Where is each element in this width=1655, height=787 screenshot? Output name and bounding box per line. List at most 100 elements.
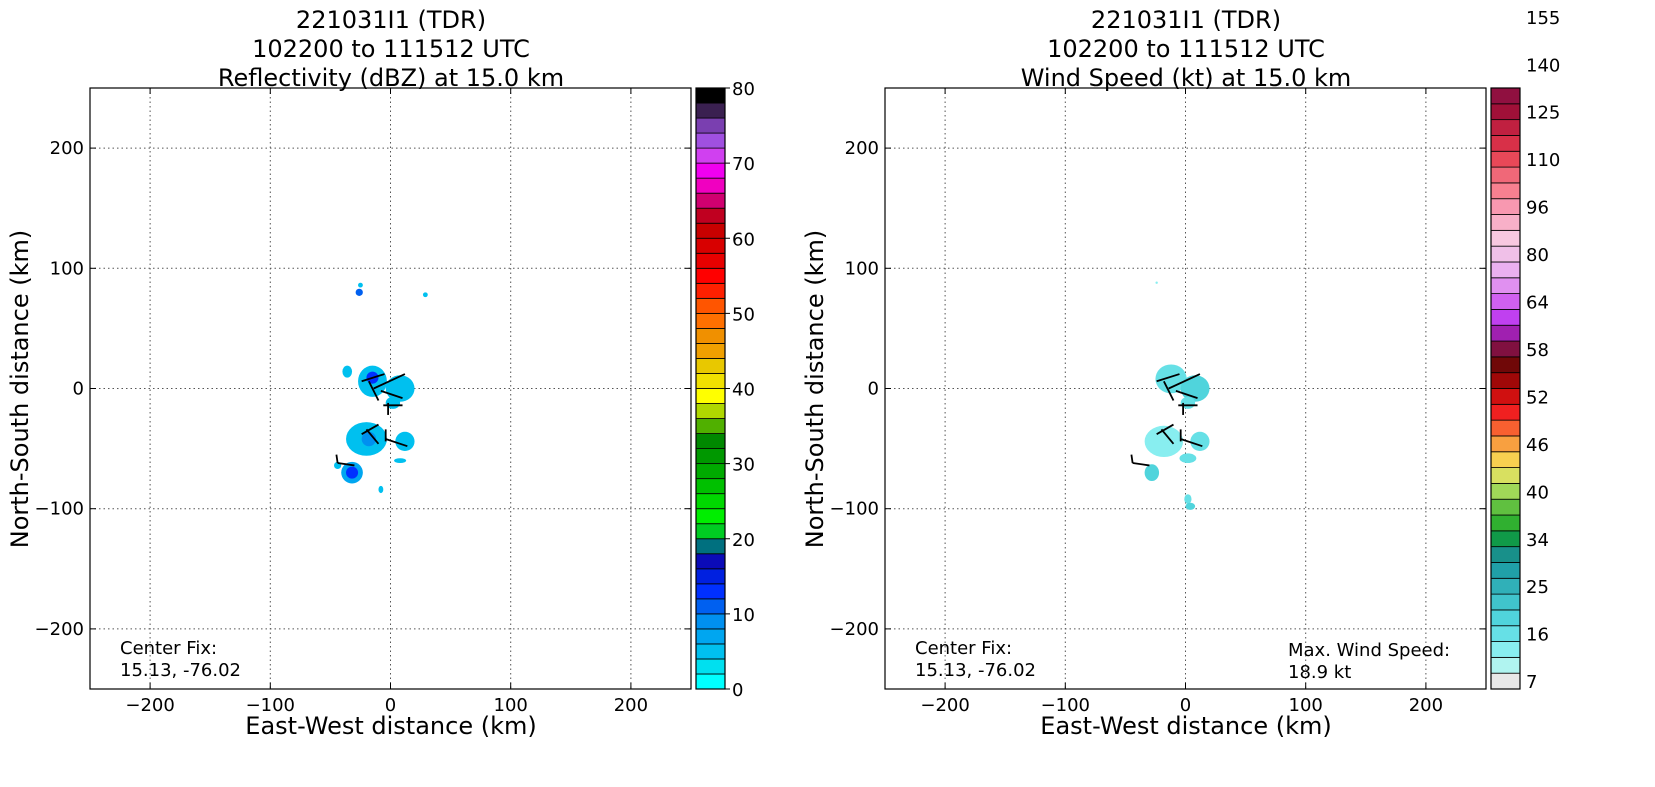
colorbar-bin bbox=[1490, 609, 1521, 627]
echo-cell bbox=[378, 485, 384, 494]
colorbar-bin bbox=[695, 297, 726, 314]
colorbar-bin bbox=[1490, 577, 1521, 595]
wind-barb bbox=[1180, 438, 1203, 448]
colorbar-bin bbox=[695, 673, 726, 690]
colorbar-tick-label: 16 bbox=[1526, 625, 1549, 646]
colorbar-bin bbox=[695, 403, 726, 419]
wind-cell bbox=[1184, 494, 1192, 504]
wind-title-line-2: 102200 to 111512 UTC bbox=[1047, 35, 1325, 63]
colorbar-bin bbox=[695, 568, 726, 585]
colorbar-bin bbox=[1490, 562, 1521, 579]
colorbar-bin bbox=[1490, 656, 1521, 674]
wind-barb bbox=[1156, 373, 1180, 383]
colorbar-tick-label: 34 bbox=[1526, 530, 1549, 551]
colorbar-bin bbox=[1490, 451, 1521, 468]
colorbar-tick-label: 155 bbox=[1526, 8, 1560, 29]
colorbar-bin bbox=[1490, 340, 1521, 358]
colorbar-bin bbox=[695, 147, 726, 164]
colorbar-bin bbox=[1490, 403, 1521, 421]
reflectivity-title-line-1: 221031I1 (TDR) bbox=[296, 6, 486, 34]
x-tick-label: 100 bbox=[1289, 695, 1323, 716]
colorbar-tick-label: 20 bbox=[732, 530, 755, 551]
echo-cell bbox=[346, 466, 359, 479]
colorbar-tick-label: 25 bbox=[1526, 577, 1549, 598]
colorbar-frame bbox=[1490, 87, 1521, 690]
colorbar-tick-label: 50 bbox=[732, 304, 755, 325]
wind-barb bbox=[337, 462, 355, 467]
colorbar-bin bbox=[1490, 198, 1521, 215]
x-tick-label: −100 bbox=[246, 695, 295, 716]
x-tick-label: 200 bbox=[1409, 695, 1443, 716]
colorbar-tick-label: 64 bbox=[1526, 293, 1549, 314]
colorbar-bin bbox=[695, 207, 726, 224]
wind-center-fix-value: 15.13, -76.02 bbox=[915, 660, 1036, 681]
wind-center-fix-label: Center Fix: bbox=[915, 638, 1012, 659]
x-tick-label: 0 bbox=[385, 695, 396, 716]
reflectivity-y-axis-label: North-South distance (km) bbox=[6, 230, 34, 549]
wind-title-line-3: Wind Speed (kt) at 15.0 km bbox=[1021, 64, 1352, 92]
colorbar-bin bbox=[1490, 482, 1521, 500]
wind-barb bbox=[361, 373, 385, 383]
x-tick-label: 200 bbox=[614, 695, 648, 716]
colorbar-bin bbox=[695, 117, 726, 134]
colorbar-bin bbox=[695, 418, 726, 434]
colorbar-tick-label: 40 bbox=[732, 380, 755, 401]
colorbar-bin bbox=[695, 658, 726, 675]
colorbar-tick-label: 96 bbox=[1526, 198, 1549, 219]
x-tick-label: −200 bbox=[920, 695, 969, 716]
colorbar-bin bbox=[695, 177, 726, 194]
colorbar-bin bbox=[695, 628, 726, 645]
wind-cell bbox=[1179, 453, 1197, 464]
colorbar-bin bbox=[695, 583, 726, 600]
wind-barb bbox=[1163, 380, 1175, 401]
colorbar-bin bbox=[1490, 277, 1521, 295]
max-wind-speed-value: 18.9 kt bbox=[1288, 662, 1351, 683]
colorbar-tick-label: 70 bbox=[732, 154, 755, 175]
echo-cell bbox=[355, 288, 363, 296]
colorbar-bin bbox=[1490, 372, 1521, 389]
wind-y-axis-label: North-South distance (km) bbox=[801, 230, 829, 549]
colorbar-tick-label: 46 bbox=[1526, 435, 1549, 456]
colorbar-bin bbox=[695, 433, 726, 450]
colorbar-bin bbox=[695, 282, 726, 299]
reflectivity-center-fix-value: 15.13, -76.02 bbox=[120, 660, 241, 681]
colorbar-bin bbox=[1490, 530, 1521, 548]
colorbar-bin bbox=[1490, 182, 1521, 200]
y-tick-label: −100 bbox=[35, 499, 84, 520]
wind-x-axis-label: East-West distance (km) bbox=[1040, 712, 1331, 740]
colorbar-bin bbox=[695, 493, 726, 510]
reflectivity-wind-barbs bbox=[335, 373, 408, 467]
colorbar-bin bbox=[1490, 419, 1521, 437]
wind-title-line-1: 221031I1 (TDR) bbox=[1091, 6, 1281, 34]
x-tick-label: −200 bbox=[125, 695, 174, 716]
colorbar-bin bbox=[1490, 324, 1521, 342]
wind-barb bbox=[368, 380, 380, 401]
y-tick-label: 200 bbox=[50, 138, 84, 159]
reflectivity-panel: 221031I1 (TDR) 102200 to 111512 UTC Refl… bbox=[6, 6, 755, 740]
colorbar-bin bbox=[695, 613, 726, 630]
colorbar-bin bbox=[1490, 435, 1521, 453]
colorbar-bin bbox=[695, 267, 726, 284]
echo-cell bbox=[394, 458, 407, 464]
colorbar-bin bbox=[695, 643, 726, 660]
colorbar-bin bbox=[695, 132, 726, 149]
wind-barb bbox=[1160, 428, 1175, 445]
y-tick-label: 100 bbox=[845, 258, 879, 279]
wind-grid bbox=[885, 88, 1486, 689]
reflectivity-center-fix-label: Center Fix: bbox=[120, 638, 217, 659]
colorbar-tick-label: 30 bbox=[732, 455, 755, 476]
wind-axis-ticks: −200 −100 0 100 200 −200 −100 0 100 200 bbox=[830, 88, 1486, 716]
colorbar-bin bbox=[695, 312, 726, 329]
colorbar-bin bbox=[695, 162, 726, 179]
wind-barb bbox=[1168, 373, 1201, 390]
wind-cell bbox=[1144, 425, 1184, 458]
colorbar-bin bbox=[695, 463, 726, 480]
wind-barb bbox=[385, 438, 408, 448]
colorbar-bin bbox=[1490, 166, 1521, 184]
wind-barb bbox=[335, 454, 339, 464]
colorbar-bin bbox=[1490, 245, 1521, 263]
wind-colorbar: 7 16 25 34 40 46 52 58 64 80 96 110 125 140 155 bbox=[1490, 8, 1560, 693]
colorbar-bin bbox=[695, 523, 726, 540]
wind-speed-wind-barbs bbox=[1130, 373, 1203, 467]
